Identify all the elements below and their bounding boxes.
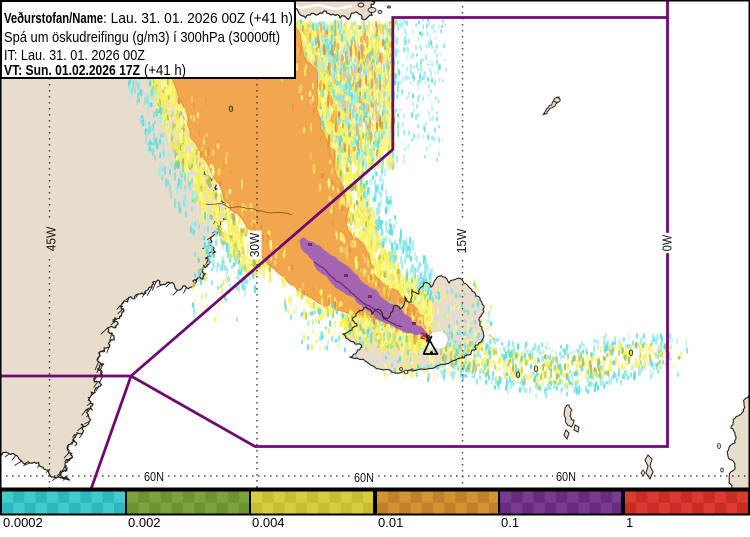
svg-text:2: 2	[420, 331, 425, 341]
svg-text:(+41 h): (+41 h)	[144, 62, 186, 79]
svg-text:1: 1	[626, 515, 633, 530]
svg-text:2: 2	[426, 334, 431, 344]
svg-text:0: 0	[515, 370, 520, 380]
svg-text:30W: 30W	[248, 233, 262, 258]
svg-text:15W: 15W	[455, 229, 469, 254]
svg-text:0: 0	[533, 364, 538, 374]
svg-text:Veðurstofan/Name: Veðurstofan/Name	[4, 10, 103, 27]
svg-text:0.1: 0.1	[501, 515, 519, 530]
svg-text:0: 0	[628, 348, 633, 358]
svg-text:60N: 60N	[354, 471, 374, 485]
svg-text:0.0002: 0.0002	[3, 515, 43, 530]
svg-text:0.01: 0.01	[378, 515, 403, 530]
svg-text:0: 0	[228, 104, 233, 114]
svg-text:IT: Lau. 31. 01. 2026 00Z: IT: Lau. 31. 01. 2026 00Z	[4, 47, 145, 64]
svg-text:60N: 60N	[144, 470, 164, 484]
svg-text:0.002: 0.002	[128, 515, 161, 530]
svg-text:Spá um öskudreifingu (g/m3) í: Spá um öskudreifingu (g/m3) í 300hPa (30…	[4, 29, 280, 46]
svg-text:0.004: 0.004	[252, 515, 285, 530]
svg-text:: Lau. 31. 01. 2026 00Z (+41 h: : Lau. 31. 01. 2026 00Z (+41 h)	[103, 10, 293, 27]
svg-text:0W: 0W	[661, 235, 675, 252]
svg-text:45W: 45W	[45, 227, 59, 252]
svg-text:VT: Sun. 01.02.2026 17Z: VT: Sun. 01.02.2026 17Z	[4, 62, 140, 79]
svg-text:60N: 60N	[556, 470, 576, 484]
